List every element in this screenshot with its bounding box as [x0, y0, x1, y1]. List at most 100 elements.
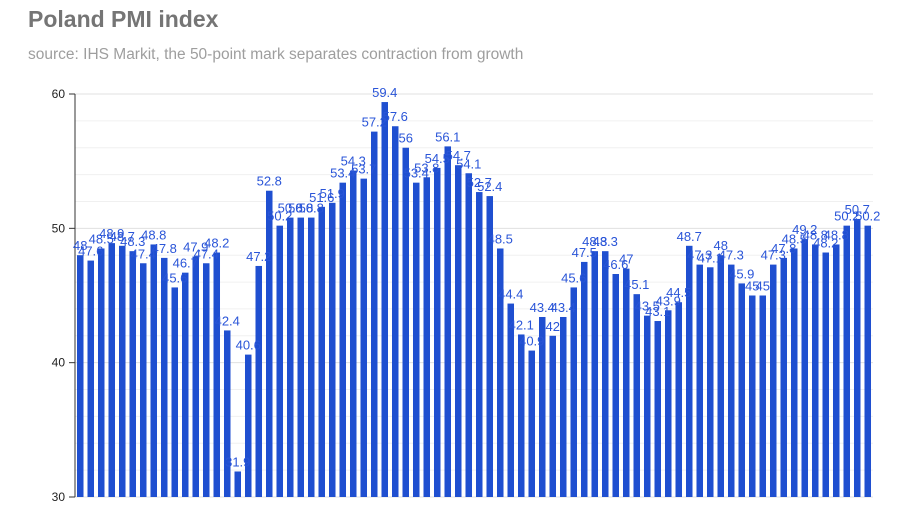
bar	[748, 295, 756, 497]
data-label: 43.5	[635, 299, 660, 314]
bar	[223, 330, 231, 497]
bar	[517, 334, 525, 497]
bar	[423, 177, 431, 497]
data-labels: 4847.648.548.948.748.347.448.847.845.646…	[73, 85, 880, 469]
data-label: 43.9	[656, 293, 681, 308]
data-label: 52.7	[467, 175, 492, 190]
data-label: 50.2	[855, 209, 880, 224]
data-label: 47.3	[719, 248, 744, 263]
data-label: 53.7	[351, 162, 376, 177]
bar	[433, 167, 441, 497]
bar	[811, 244, 819, 497]
data-label: 48.5	[89, 231, 114, 246]
bar	[580, 261, 588, 497]
data-label: 53.4	[404, 166, 429, 181]
data-label: 49.2	[792, 222, 817, 237]
bar	[559, 316, 567, 497]
bar	[622, 268, 630, 497]
data-label: 47.6	[78, 244, 103, 259]
bar	[87, 260, 95, 497]
bar	[307, 217, 315, 497]
bar	[454, 165, 462, 498]
bar	[244, 354, 252, 497]
bar	[601, 251, 609, 497]
bar	[832, 244, 840, 497]
bar	[486, 196, 494, 498]
data-label: 52.8	[257, 174, 282, 189]
bar	[160, 257, 168, 497]
data-label: 31.9	[225, 454, 250, 469]
bar	[496, 248, 504, 497]
data-label: 45	[756, 279, 770, 294]
bar	[391, 126, 399, 498]
data-label: 42.4	[215, 313, 240, 328]
bar	[444, 146, 452, 497]
bar	[402, 147, 410, 497]
data-label: 52.4	[477, 179, 502, 194]
bar	[412, 182, 420, 497]
y-tick-label: 30	[52, 490, 66, 504]
data-label: 57.2	[362, 115, 387, 130]
data-label: 50.7	[845, 202, 870, 217]
data-label: 53.4	[330, 166, 355, 181]
bar	[139, 263, 147, 497]
data-label: 44.4	[498, 287, 523, 302]
bar	[769, 264, 777, 497]
data-label: 47.8	[152, 241, 177, 256]
bar	[612, 274, 620, 497]
bar	[780, 257, 788, 497]
bar	[633, 294, 641, 497]
bar	[213, 252, 221, 497]
bar	[853, 218, 861, 497]
bar	[664, 310, 672, 497]
bar	[685, 245, 693, 497]
bar	[181, 272, 189, 497]
bar	[538, 316, 546, 497]
bar	[465, 173, 473, 498]
bar	[528, 350, 536, 497]
data-label: 56.1	[435, 129, 460, 144]
data-label: 51.6	[309, 190, 334, 205]
data-label: 48.7	[110, 229, 135, 244]
data-label: 47.2	[246, 249, 271, 264]
bar	[118, 245, 126, 497]
bar	[475, 192, 483, 497]
data-label: 47	[619, 252, 633, 267]
bar	[843, 225, 851, 497]
bar	[864, 225, 872, 497]
data-label: 47.5	[572, 245, 597, 260]
data-label: 46.6	[603, 257, 628, 272]
bar	[328, 202, 336, 497]
data-label: 51.9	[320, 186, 345, 201]
bar	[738, 283, 746, 497]
data-label: 54.7	[446, 148, 471, 163]
bar	[381, 102, 389, 497]
data-label: 48.9	[99, 226, 124, 241]
data-label: 45.6	[162, 270, 187, 285]
data-label: 56	[399, 131, 413, 146]
data-label: 40.9	[519, 334, 544, 349]
data-label: 48.3	[593, 234, 618, 249]
chart-subtitle: source: IHS Markit, the 50-point mark se…	[28, 46, 524, 63]
bar	[591, 251, 599, 497]
bar	[675, 302, 683, 497]
data-label: 59.4	[372, 85, 397, 100]
bars	[76, 102, 872, 498]
bar	[507, 303, 515, 497]
data-label: 48.5	[782, 231, 807, 246]
bar	[265, 190, 273, 497]
bar	[129, 251, 137, 497]
y-axis: 30 40 50 60	[52, 87, 76, 504]
bar	[790, 248, 798, 497]
data-label: 47.9	[183, 240, 208, 255]
data-label: 47.4	[131, 246, 156, 261]
bar	[286, 217, 294, 497]
bar	[643, 315, 651, 497]
data-label: 53.8	[414, 160, 439, 175]
bar	[570, 287, 578, 497]
data-label: 45.1	[624, 277, 649, 292]
data-label: 54.3	[341, 154, 366, 169]
data-label: 42.1	[509, 317, 534, 332]
data-label: 43.4	[551, 300, 576, 315]
